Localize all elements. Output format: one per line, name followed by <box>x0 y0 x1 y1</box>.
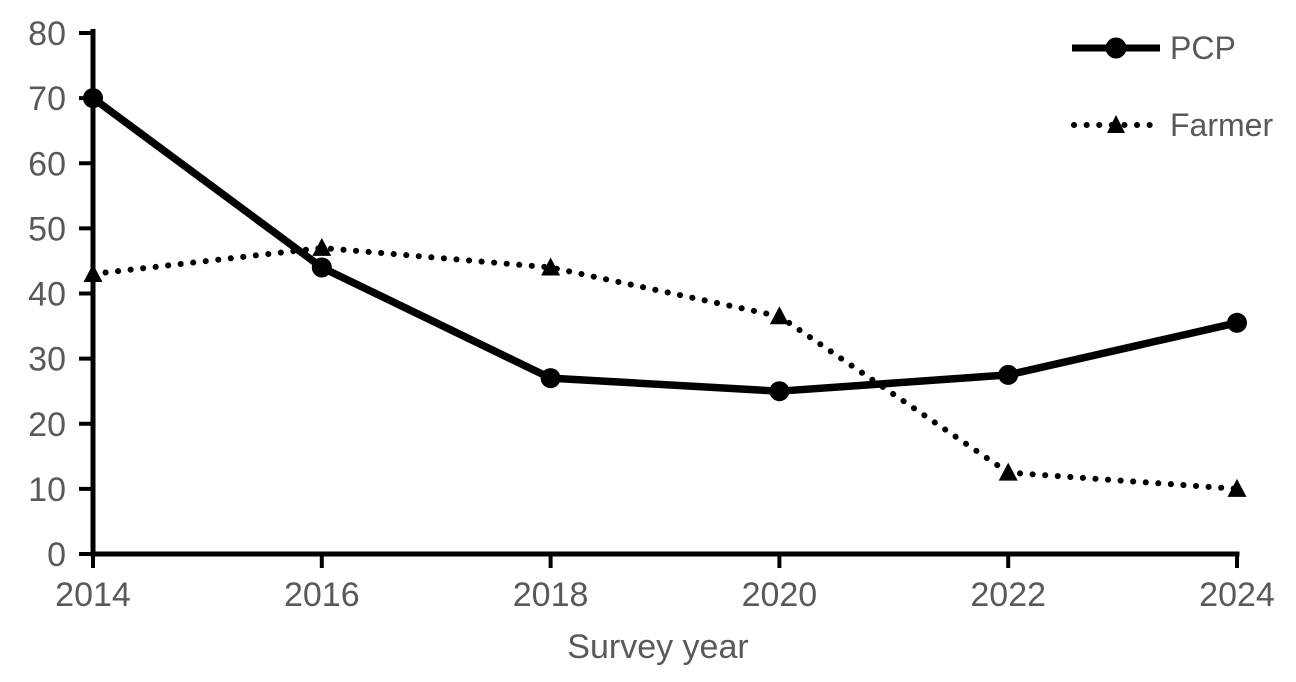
y-tick-label: 30 <box>28 341 66 379</box>
x-tick-label: 2016 <box>284 576 360 614</box>
legend: PCP Farmer <box>1070 26 1273 180</box>
y-tick-label: 20 <box>28 406 66 444</box>
x-tick-label: 2020 <box>742 576 818 614</box>
legend-label-pcp: PCP <box>1170 29 1236 66</box>
pcp-swatch-circle-marker <box>1105 37 1127 59</box>
y-tick-label: 10 <box>28 471 66 509</box>
legend-label-farmer: Farmer <box>1170 106 1274 143</box>
pcp-solid-line-swatch <box>1072 37 1160 59</box>
data-point-triangle-farmer <box>769 306 789 325</box>
y-tick-label: 50 <box>28 210 66 248</box>
data-point-circle-pcp <box>311 257 332 278</box>
data-point-circle-pcp <box>1227 312 1247 333</box>
data-point-triangle-farmer <box>998 462 1018 481</box>
series-line-pcp <box>90 95 1238 395</box>
y-tick-label: 40 <box>28 276 66 314</box>
axes: 0 10 20 30 40 50 60 70 80 2014 2016 2018 2020 2022 202… <box>28 15 1275 614</box>
x-tick-label: 2018 <box>513 576 589 614</box>
y-tick-label: 70 <box>28 80 66 118</box>
data-point-circle-pcp <box>769 381 790 402</box>
data-point-triangle-farmer <box>83 263 103 282</box>
x-tick-label: 2024 <box>1199 576 1275 614</box>
legend-item-pcp: PCP <box>1070 26 1273 70</box>
series-group <box>83 88 1247 497</box>
series-line-farmer <box>90 244 1240 492</box>
data-point-circle-pcp <box>83 88 103 109</box>
farmer-swatch-triangle-marker <box>1107 115 1125 133</box>
y-tick-label: 80 <box>28 15 66 53</box>
data-point-circle-pcp <box>998 364 1019 385</box>
legend-item-farmer: Farmer <box>1070 103 1273 147</box>
y-tick-label: 0 <box>47 536 66 574</box>
farmer-dotted-line-swatch <box>1071 115 1162 133</box>
x-axis-title: Survey year <box>567 628 748 666</box>
y-tick-label: 60 <box>28 145 66 183</box>
data-point-triangle-farmer <box>541 257 561 276</box>
data-point-triangle-farmer <box>312 237 332 256</box>
data-point-triangle-farmer <box>1227 478 1247 497</box>
x-tick-label: 2022 <box>970 576 1046 614</box>
data-point-circle-pcp <box>540 368 561 389</box>
x-tick-label: 2014 <box>55 576 131 614</box>
